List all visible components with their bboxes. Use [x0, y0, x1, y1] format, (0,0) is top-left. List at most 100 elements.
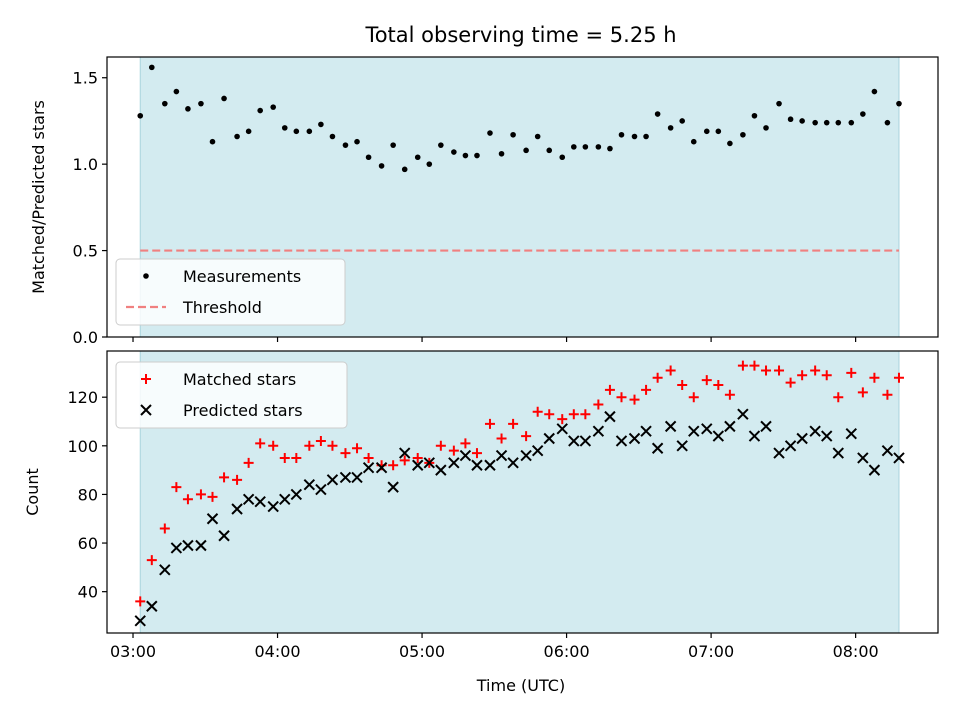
bottom-y-tick-label: 100 [67, 437, 98, 456]
predicted-stars-point [423, 457, 435, 469]
x-tick-label: 06:00 [544, 642, 590, 661]
measurement-point [727, 140, 733, 147]
bottom-y-tick-label: 60 [78, 534, 98, 553]
predicted-stars-point [459, 449, 472, 462]
predicted-stars-point [375, 461, 388, 474]
predicted-stars-point [868, 464, 881, 476]
matched-stars-point [677, 380, 688, 391]
predicted-stars-point [809, 425, 821, 437]
matched-stars-point [737, 360, 748, 371]
predicted-stars-point [857, 452, 869, 464]
matched-stars-point [724, 389, 735, 400]
matched-stars-point [713, 380, 724, 391]
measurement-point [329, 133, 336, 140]
predicted-stars-point [712, 430, 725, 442]
legend-entry-label: Predicted stars [183, 401, 303, 420]
matched-stars-point [797, 370, 808, 381]
legend-measurements-marker [143, 273, 149, 279]
matched-stars-point [279, 452, 290, 463]
matched-stars-point [484, 418, 495, 429]
matched-stars-point [291, 452, 302, 463]
measurement-point [270, 104, 277, 110]
matched-stars-point [688, 392, 699, 403]
measurement-point [137, 112, 144, 119]
measurement-point [257, 107, 263, 114]
matched-stars-point [833, 392, 844, 403]
matched-stars-point [435, 440, 446, 451]
matched-stars-point [315, 435, 326, 446]
matched-stars-point [508, 418, 519, 429]
bottom-axes-frame [106, 350, 939, 634]
predicted-stars-point [242, 493, 255, 506]
matched-stars-point [195, 489, 206, 500]
measurement-point [571, 144, 577, 150]
matched-stars-point [496, 433, 507, 444]
measurement-point [715, 128, 722, 135]
matched-stars-point [785, 377, 796, 388]
measurement-point [823, 119, 830, 126]
measurement-point [414, 154, 421, 161]
predicted-stars-point [773, 447, 785, 459]
matched-stars-point [219, 472, 230, 483]
x-tick-label: 05:00 [399, 642, 445, 661]
predicted-stars-point [688, 425, 700, 437]
top-panel: 0.0 0.5 1.0 1.5 Measurements Threshold [73, 56, 939, 347]
matched-stars-point [521, 431, 532, 442]
predicted-stars-point [159, 564, 171, 576]
measurement-point [173, 88, 180, 95]
predicted-stars-point [448, 457, 460, 469]
matched-stars-point [629, 394, 640, 405]
matched-stars-point [857, 387, 868, 398]
predicted-stars-point [134, 615, 146, 627]
predicted-stars-point [412, 459, 424, 471]
measurement-point [667, 125, 674, 131]
matched-stars-point [363, 452, 374, 463]
predicted-stars-point [495, 449, 508, 462]
measurement-point [703, 128, 710, 135]
x-axis-label: Time (UTC) [476, 676, 565, 695]
predicted-stars-point [724, 420, 736, 433]
matched-stars-point [268, 440, 279, 451]
measurement-point [799, 118, 805, 124]
x-tick-label: 08:00 [833, 642, 879, 661]
measurement-point [354, 138, 360, 145]
bottom-y-axis-label: Count [23, 468, 42, 516]
matched-stars-point [352, 443, 363, 454]
measurement-point [342, 142, 349, 148]
measurement-point [162, 100, 168, 107]
predicted-stars-point [290, 488, 303, 501]
matched-stars-point [544, 409, 555, 420]
measurement-point [462, 152, 469, 159]
measurement-point [401, 166, 408, 173]
predicted-stars-point [520, 449, 532, 462]
predicted-stars-point [568, 435, 580, 447]
measurement-point [209, 138, 216, 145]
predicted-stars-point [531, 444, 544, 457]
measurement-point [149, 64, 155, 71]
matched-stars-point [255, 438, 266, 449]
matched-stars-point [304, 440, 315, 451]
matched-stars-point [340, 448, 351, 459]
measurement-point [234, 133, 240, 140]
measurement-point [438, 142, 444, 148]
predicted-stars-point [664, 420, 677, 433]
matched-stars-point [604, 384, 615, 395]
predicted-stars-point [628, 432, 641, 445]
predicted-stars-point [231, 503, 243, 515]
top-y-axis-label: Matched/Predicted stars [29, 100, 48, 294]
predicted-stars-point [832, 447, 844, 459]
measurement-point [221, 95, 227, 102]
measurement-point [812, 119, 818, 126]
predicted-stars-point [701, 423, 713, 435]
measurement-point [690, 138, 697, 145]
predicted-stars-point [737, 408, 749, 420]
measurement-point [654, 111, 661, 117]
predicted-stars-point [279, 493, 291, 506]
measurement-point [498, 150, 505, 157]
measurement-point [679, 118, 685, 124]
predicted-stars-point [484, 459, 496, 471]
matched-stars-point [135, 596, 146, 607]
matched-stars-point [460, 438, 471, 449]
predicted-stars-point [326, 474, 339, 486]
predicted-stars-point [267, 500, 279, 513]
